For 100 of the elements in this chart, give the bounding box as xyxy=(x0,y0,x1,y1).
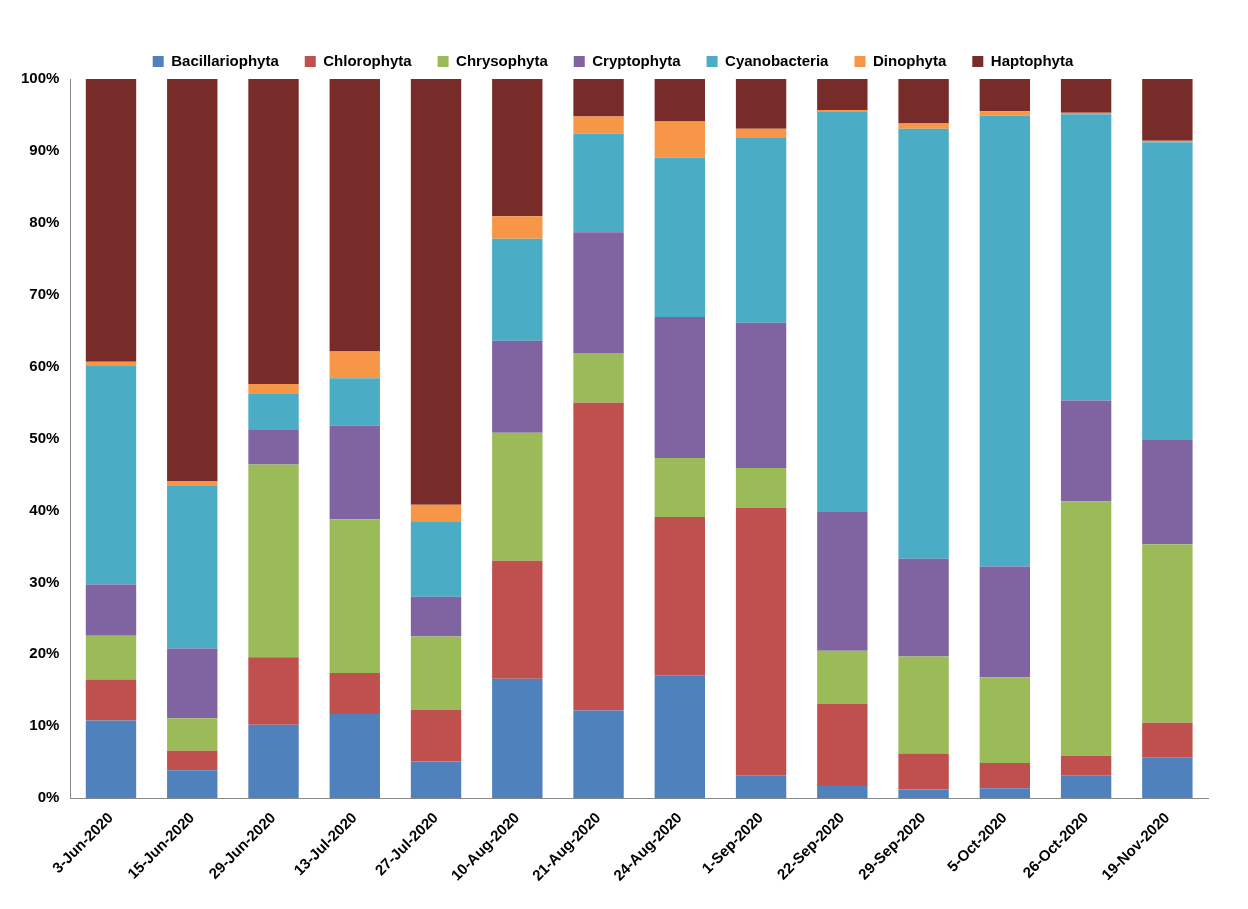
bar xyxy=(1142,757,1193,799)
bar xyxy=(654,317,705,459)
bar xyxy=(573,116,624,134)
bar xyxy=(248,79,299,384)
bar xyxy=(898,753,949,790)
bar xyxy=(492,678,543,799)
bar xyxy=(492,216,543,239)
bar xyxy=(167,79,218,482)
bar xyxy=(329,351,380,379)
bar xyxy=(654,675,705,799)
bar xyxy=(167,770,218,799)
bar xyxy=(735,128,787,138)
bar xyxy=(410,79,462,505)
bar xyxy=(735,322,787,469)
bar xyxy=(492,340,543,433)
bar xyxy=(248,429,299,465)
bar xyxy=(654,458,705,517)
bar xyxy=(85,584,137,636)
bar xyxy=(573,133,624,233)
legend-label: Chlorophyta xyxy=(323,51,413,69)
bar xyxy=(735,79,787,129)
bar xyxy=(979,111,1031,116)
bar xyxy=(410,636,462,710)
bar xyxy=(167,481,218,486)
bar xyxy=(329,714,380,799)
bar xyxy=(817,703,868,786)
bar xyxy=(329,425,380,520)
y-tick-label: 40% xyxy=(29,500,60,518)
bar xyxy=(1142,440,1193,545)
bar xyxy=(329,378,380,426)
bar xyxy=(410,596,462,637)
bar xyxy=(492,560,543,679)
bar xyxy=(1142,142,1193,441)
bar xyxy=(817,109,868,113)
bar xyxy=(979,762,1031,789)
bar xyxy=(654,79,705,122)
bar xyxy=(573,710,624,799)
legend-label: Cryptophyta xyxy=(592,51,682,69)
bar xyxy=(492,238,543,341)
bar xyxy=(1060,400,1112,502)
bar xyxy=(817,511,868,651)
bar xyxy=(410,761,462,799)
bar xyxy=(898,558,949,657)
bar xyxy=(1060,114,1112,401)
y-tick-label: 80% xyxy=(29,212,60,230)
y-tick-label: 10% xyxy=(29,716,60,734)
bar xyxy=(735,507,787,776)
bar xyxy=(573,79,624,117)
bar xyxy=(248,394,299,430)
bar xyxy=(898,656,949,754)
bar xyxy=(817,112,868,512)
bar xyxy=(1060,755,1112,776)
bar xyxy=(735,775,787,799)
bar xyxy=(573,232,624,354)
bar xyxy=(817,785,868,799)
y-tick-label: 60% xyxy=(29,356,60,374)
legend-label: Haptophyta xyxy=(990,51,1074,69)
bar xyxy=(735,468,787,508)
bar xyxy=(167,750,218,771)
bar xyxy=(248,464,299,658)
bar xyxy=(654,157,705,318)
bar xyxy=(167,648,218,719)
legend-label: Bacillariophyta xyxy=(171,51,280,69)
bar xyxy=(817,650,868,704)
bar xyxy=(898,79,949,124)
bar xyxy=(410,709,462,762)
bar xyxy=(979,79,1031,112)
bar xyxy=(1142,722,1193,758)
bar xyxy=(329,673,380,715)
bar xyxy=(817,79,868,110)
bar xyxy=(1060,501,1112,756)
bar xyxy=(410,521,462,597)
bar xyxy=(898,789,949,799)
bar xyxy=(898,128,949,559)
bar xyxy=(979,566,1031,678)
bar xyxy=(85,79,137,362)
bar xyxy=(1142,79,1193,141)
bar xyxy=(167,485,218,649)
y-tick-label: 70% xyxy=(29,284,60,302)
y-tick-label: 100% xyxy=(20,69,60,87)
y-tick-label: 0% xyxy=(37,788,60,806)
bar xyxy=(979,788,1031,799)
bar xyxy=(85,679,137,721)
bar xyxy=(329,519,380,674)
bar xyxy=(410,504,462,522)
y-tick-label: 30% xyxy=(29,572,60,590)
bar xyxy=(735,137,787,323)
bar xyxy=(492,79,543,217)
bar xyxy=(492,432,543,561)
bar xyxy=(654,516,705,676)
bar xyxy=(979,115,1031,567)
legend-label: Chrysophyta xyxy=(456,51,549,69)
legend-label: Dinophyta xyxy=(872,51,947,69)
bar xyxy=(85,365,137,585)
bar xyxy=(329,79,380,352)
bar xyxy=(248,657,299,725)
y-tick-label: 50% xyxy=(29,428,60,446)
bar xyxy=(248,724,299,799)
bar xyxy=(85,635,137,680)
bar xyxy=(85,720,137,799)
